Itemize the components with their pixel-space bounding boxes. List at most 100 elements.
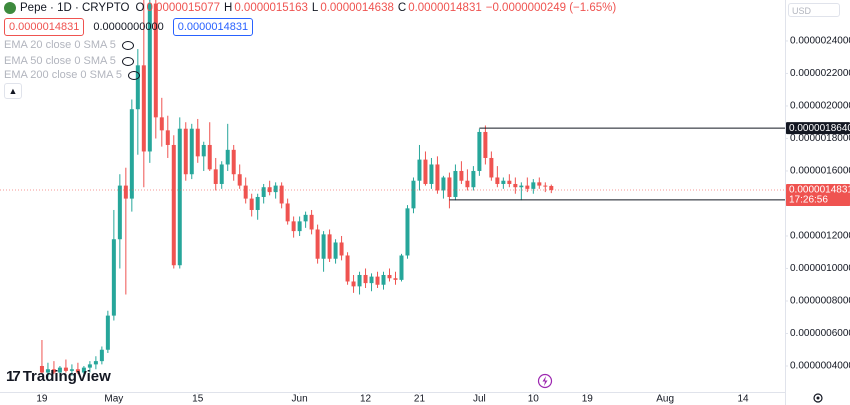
candle-body xyxy=(453,170,458,197)
ohlc-key: O xyxy=(135,2,145,14)
candle-body xyxy=(279,185,284,204)
y-tick-label: 0.0000006000 xyxy=(790,328,850,339)
change: −0.0000000249 (−1.65%) xyxy=(485,2,617,14)
y-tick-label: 0.0000004000 xyxy=(790,361,850,372)
candle-body xyxy=(81,367,86,373)
ohlc-value: 0.0000014831 xyxy=(408,2,482,14)
candle-body xyxy=(165,130,170,145)
candle-body xyxy=(129,109,134,199)
candle-body xyxy=(459,170,464,181)
y-tick-label: 0.0000008000 xyxy=(790,296,850,307)
candle-body xyxy=(345,255,350,282)
logo-mark: 17 xyxy=(6,368,21,385)
currency[interactable]: USD xyxy=(788,3,840,17)
candle-body xyxy=(465,180,470,188)
ohlc-key: H xyxy=(224,2,233,14)
logo-text: TradingView xyxy=(22,368,111,385)
candle-body xyxy=(213,169,218,184)
event-icon[interactable] xyxy=(537,373,553,389)
price-label-box xyxy=(786,122,850,135)
candle-body xyxy=(441,177,446,191)
candle-body xyxy=(63,367,68,371)
y-tick-label: 0.0000010000 xyxy=(790,263,850,274)
eye-icon[interactable] xyxy=(128,70,141,80)
legend-header: Pepe · 1D · CRYPTO O 0.0000015077 H 0.00000… xyxy=(4,2,616,14)
last-price-box xyxy=(786,183,850,206)
candle-body xyxy=(111,239,116,316)
ohlc-value: 0.0000014638 xyxy=(320,2,394,14)
candle-body xyxy=(447,177,452,197)
candle-body xyxy=(537,182,542,186)
indicator-label: EMA 20 close 0 SMA 5 xyxy=(4,39,116,51)
candle-body xyxy=(435,164,440,191)
candle-body xyxy=(417,159,422,181)
candle-body xyxy=(159,117,164,131)
candle-body xyxy=(501,180,506,184)
y-tick-label: 0.0000020000 xyxy=(790,101,850,112)
candle-body xyxy=(93,361,98,365)
symbol[interactable]: Pepe · 1D · CRYPTO xyxy=(20,2,130,14)
candle-body xyxy=(189,128,194,175)
candle-body xyxy=(87,364,92,368)
candle-body xyxy=(375,276,380,285)
ohlc-key: C xyxy=(397,2,407,14)
x-tick-label: Jul xyxy=(473,394,486,405)
candle-body xyxy=(321,234,326,259)
x-tick-label: 15 xyxy=(192,394,204,405)
candle-body xyxy=(303,214,308,222)
spread: 0.0000000000 xyxy=(93,21,164,33)
candle-body xyxy=(423,159,428,184)
candle-body xyxy=(135,65,140,110)
sell-price[interactable]: 0.0000014831 xyxy=(4,18,85,36)
candle-body xyxy=(291,221,296,232)
candle-body xyxy=(69,369,74,371)
candle-body xyxy=(75,369,80,373)
candle-body xyxy=(99,349,104,362)
ohlc: O 0.0000015077 H 0.0000015163 L 0.0000014638 C… xyxy=(134,2,482,14)
y-tick-label: 0.0000022000 xyxy=(790,68,850,79)
candle-body xyxy=(513,183,518,188)
candle-body xyxy=(237,174,242,186)
indicator[interactable]: EMA 50 close 0 SMA 5 xyxy=(4,55,134,67)
settings-icon[interactable] xyxy=(813,393,823,403)
candle-body xyxy=(57,367,62,373)
x-tick-label: 10 xyxy=(528,394,540,405)
candle-body xyxy=(39,365,44,373)
candle-body xyxy=(123,185,128,199)
x-tick-label: May xyxy=(104,394,123,405)
candle-body xyxy=(543,185,548,187)
buy-price[interactable]: 0.0000014831 xyxy=(172,18,254,36)
candle-body xyxy=(285,203,290,222)
candle-body xyxy=(351,281,356,287)
candle-body xyxy=(519,185,524,188)
y-tick-label: 0.0000024000 xyxy=(790,36,850,47)
candle-body xyxy=(147,3,152,152)
candle-body xyxy=(195,128,200,157)
indicator[interactable]: EMA 200 close 0 SMA 5 xyxy=(4,69,141,81)
candle-body xyxy=(525,185,530,189)
candle-body xyxy=(531,182,536,189)
candle-body xyxy=(387,274,392,279)
candle-body xyxy=(105,315,110,350)
countdown: 17:26:56 xyxy=(789,195,828,206)
eye-icon[interactable] xyxy=(121,40,134,50)
ohlc-value: 0.0000015077 xyxy=(146,2,221,14)
x-tick-label: Aug xyxy=(656,394,674,405)
x-tick-label: Jun xyxy=(292,394,308,405)
candle-body xyxy=(249,198,254,210)
candle-body xyxy=(297,221,302,232)
candle-body xyxy=(471,170,476,188)
y-tick-label: 0.0000012000 xyxy=(790,231,850,242)
candle-body xyxy=(411,180,416,209)
candle-body xyxy=(483,131,488,158)
y-tick-label: 0.0000018000 xyxy=(790,133,850,144)
x-tick-label: 12 xyxy=(360,394,372,405)
candle-body xyxy=(489,157,494,178)
candle-body xyxy=(231,149,236,175)
eye-icon[interactable] xyxy=(121,56,134,66)
collapse-button[interactable]: ▲ xyxy=(4,83,22,99)
candle-body xyxy=(363,274,368,284)
indicator[interactable]: EMA 20 close 0 SMA 5 xyxy=(4,39,134,51)
